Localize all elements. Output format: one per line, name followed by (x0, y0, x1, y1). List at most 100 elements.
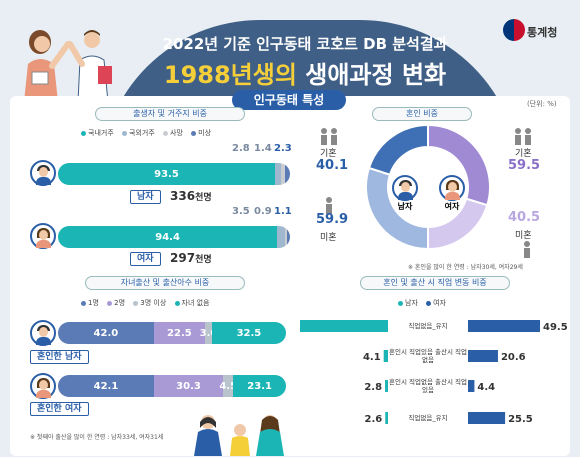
female-children-segment-2: 4.5 (219, 375, 237, 397)
male-count: 336천명 (170, 189, 212, 203)
jobs-female-bar (468, 380, 475, 392)
legend-dot-icon (174, 300, 180, 306)
female-abroad-value: 3.5 (232, 206, 250, 217)
legend-label: 미상 (198, 129, 212, 137)
legend-label: 3명 이상 (140, 299, 167, 307)
legend-dot-icon (163, 130, 168, 136)
legend-dot-icon (398, 300, 403, 306)
female-residence-segment-1 (277, 226, 286, 248)
female-count: 297천명 (170, 251, 212, 265)
female-unmarried-label: 미혼 (515, 231, 532, 241)
female-death-value: 0.9 (254, 206, 272, 217)
female-label: 여자 (130, 252, 161, 266)
legend-label: 사망 (170, 129, 183, 137)
people-highfive-icon (24, 30, 112, 102)
legend-label: 1명 (88, 299, 99, 307)
page-subtitle: 2022년 기준 인구동태 코호트 DB 분석결과 (162, 35, 448, 53)
female-married-label: 기혼 (515, 149, 532, 159)
male-residence-segment-1 (274, 163, 282, 185)
jobs-male-value: 2.8 (364, 382, 382, 393)
legend-label: 국외거주 (129, 129, 155, 137)
legend-label: 자녀 없음 (181, 299, 210, 307)
children-note: ※ 첫째아 출산을 많이 한 연령 : 남자33세, 여자31세 (30, 434, 164, 441)
statistics-korea-logo-icon (503, 19, 525, 41)
male-avatar-icon (30, 160, 56, 186)
jobs-male-bar (385, 380, 388, 392)
donut-female-unmarried-slice (427, 197, 489, 251)
section-title: 인구동태 특성 (232, 90, 346, 110)
female-residence-segment-2 (285, 226, 288, 248)
male-residence-segment-0: 93.5 (58, 163, 275, 185)
married-male-children-bar: 42.0 22.5 3.0 32.5 (58, 322, 286, 344)
married-female-children-bar: 42.1 30.3 4.5 23.1 (58, 375, 286, 397)
male-married-value: 40.1 (316, 158, 349, 173)
legend-dot-icon (133, 300, 139, 306)
jobs-row-label: 직업없음_유지 (408, 322, 447, 330)
residence-legend: 국내거주 국외거주 사망 미상 (75, 128, 211, 138)
married-male-label: 혼인한 남자 (30, 350, 89, 364)
male-children-segment-3: 32.5 (211, 322, 286, 344)
jobs-male-bar (383, 350, 388, 362)
male-children-segment-2: 3.0 (200, 322, 217, 344)
legend-dot-icon (426, 300, 432, 306)
male-children-segment-1: 22.5 (153, 322, 206, 344)
title-highlight: 1988년생의 (163, 61, 297, 89)
jobs-male-bar (385, 412, 388, 424)
male-death-value: 1.4 (254, 143, 272, 154)
married-female-avatar-icon (30, 373, 56, 399)
legend-dot-icon (191, 130, 197, 136)
donut-male-married-slice (367, 123, 429, 177)
female-married-value: 59.5 (508, 158, 541, 173)
unit-label: (단위: %) (527, 100, 557, 108)
jobs-female-value: 4.4 (477, 382, 495, 393)
jobs-female-value: 25.5 (508, 414, 533, 425)
male-married-label: 기혼 (320, 149, 337, 159)
female-residence-bar: 94.4 (58, 226, 290, 248)
jobs-female-value: 49.5 (543, 322, 568, 333)
jobs-section-title: 혼인 및 출산 시 직업 변동 비중 (360, 276, 510, 290)
female-children-segment-1: 30.3 (153, 375, 224, 397)
legend-label: 국내거주 (88, 129, 114, 137)
male-unmarried-label: 미혼 (320, 233, 337, 243)
female-unmarried-value: 40.5 (508, 210, 541, 225)
jobs-male-bar (300, 320, 388, 332)
jobs-female-bar (468, 412, 506, 424)
jobs-row-label: 직업없음_유지 (408, 414, 447, 422)
couple-icon (515, 128, 531, 145)
legend-label: 2명 (114, 299, 126, 307)
donut-male-label: 남자 (397, 202, 413, 211)
male-unmarried-value: 59.9 (316, 212, 349, 227)
male-unknown-value: 2.3 (274, 143, 292, 154)
married-female-label: 혼인한 여자 (30, 402, 89, 416)
donut-female: 여자 (437, 175, 467, 215)
female-residence-segment-0: 94.4 (58, 226, 278, 248)
legend-dot-icon (122, 130, 127, 136)
residence-section-title: 출생자 및 거주지 비중 (95, 107, 245, 121)
jobs-row-label: 혼인시 직업없음 출산시 직업있음 (389, 378, 467, 394)
jobs-male-value: 2.6 (365, 414, 383, 425)
male-residence-bar: 93.5 (58, 163, 290, 185)
legend-label: 여자 (433, 299, 447, 307)
page-title: 1988년생의 생애과정 변화 (130, 55, 480, 90)
female-avatar-icon (30, 223, 56, 249)
male-avatar-icon (392, 175, 418, 201)
female-avatar-icon (439, 175, 465, 201)
title-rest: 생애과정 변화 (296, 61, 447, 89)
legend-dot-icon (81, 300, 86, 306)
jobs-row-label: 혼인시 직업있음 출산시 직업없음 (389, 348, 467, 364)
legend-dot-icon (81, 130, 86, 136)
marriage-section-title: 혼인 비중 (372, 107, 472, 121)
donut-female-label: 여자 (444, 202, 460, 211)
donut-male: 남자 (390, 175, 420, 215)
male-abroad-value: 2.8 (232, 143, 250, 154)
jobs-female-bar (468, 350, 498, 362)
marriage-note: ※ 혼인을 많이 한 연령 : 남자30세, 여자29세 (408, 264, 523, 271)
logo-text: 통계청 (527, 26, 558, 39)
legend-label: 남자 (405, 299, 418, 307)
family-illustration-icon (194, 415, 284, 456)
female-children-segment-0: 42.1 (58, 375, 154, 397)
legend-dot-icon (107, 300, 113, 306)
single-person-icon (524, 241, 530, 258)
female-unknown-value: 1.1 (274, 206, 292, 217)
